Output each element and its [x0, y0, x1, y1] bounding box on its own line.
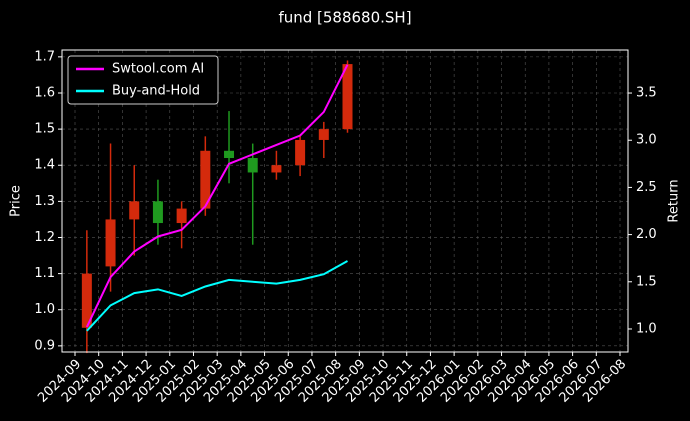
y2-tick-label: 2.0 [636, 227, 657, 242]
y-tick-label: 0.9 [34, 338, 55, 353]
legend-label: Swtool.com AI [112, 62, 204, 77]
y-tick-label: 1.2 [34, 230, 55, 245]
candle-body [176, 208, 187, 224]
candle-body [105, 219, 116, 267]
y-tick-label: 1.6 [34, 85, 55, 100]
candle-body [224, 150, 235, 159]
y-tick-label: 1.5 [34, 122, 55, 137]
return-line [85, 64, 349, 328]
plot-frame [61, 49, 629, 353]
y-tick-label: 1.1 [34, 266, 55, 281]
y2-tick-label: 1.5 [636, 274, 657, 289]
y-tick-label: 1.7 [34, 49, 55, 64]
y2-axis-label: Return [667, 179, 682, 222]
chart-title: fund [588680.SH] [278, 9, 411, 27]
legend: Swtool.com AI Buy-and-Hold [67, 55, 219, 105]
y2-tick-label: 3.0 [636, 133, 657, 148]
legend-label: Buy-and-Hold [112, 84, 200, 99]
candle-body [271, 165, 282, 173]
candle-body [152, 201, 163, 224]
y-axis-label: Price [9, 185, 24, 217]
candle-body [81, 273, 92, 328]
y2-tick-label: 3.5 [636, 86, 657, 101]
candle-body [295, 139, 306, 166]
candle-body [200, 150, 211, 209]
y2-tick-label: 1.0 [636, 321, 657, 336]
y-tick-label: 1.4 [34, 158, 55, 173]
y-tick-label: 1.0 [34, 302, 55, 317]
legend-box [67, 55, 219, 105]
y-tick-label: 1.3 [34, 194, 55, 209]
candle-body [318, 129, 329, 140]
candle-body [247, 158, 258, 173]
return-line [86, 260, 348, 332]
candle-body [342, 64, 353, 130]
candle-body [129, 201, 140, 220]
y2-tick-label: 2.5 [636, 180, 657, 195]
